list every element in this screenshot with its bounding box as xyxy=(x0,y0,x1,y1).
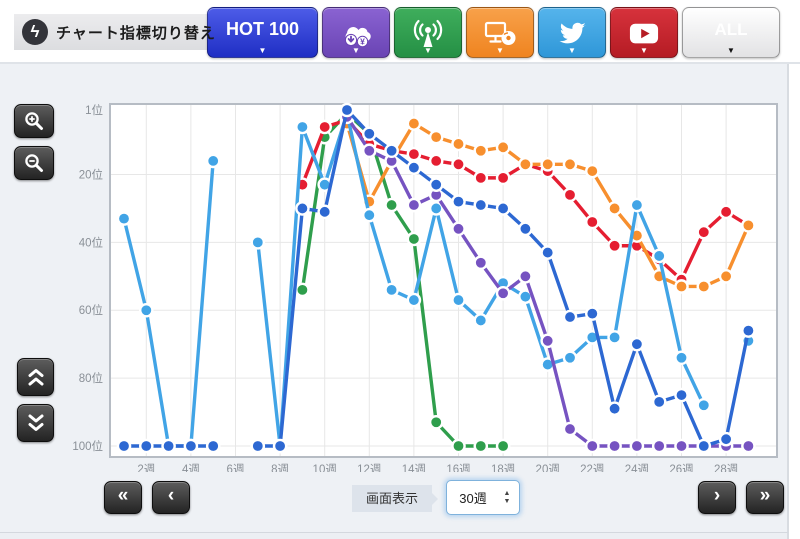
svg-text:100位: 100位 xyxy=(72,439,103,453)
svg-text:20週: 20週 xyxy=(536,463,561,472)
hot100-label: HOT 100 xyxy=(225,19,300,39)
chevron-down-icon: ▼ xyxy=(496,46,504,55)
svg-text:1位: 1位 xyxy=(85,103,103,117)
svg-text:28週: 28週 xyxy=(714,463,739,472)
bottom-nav-bar: « ‹ 画面表示 30週 ▲ ▼ › » xyxy=(0,472,789,532)
chart-metric-switcher-label: ϟ チャート指標切り替え xyxy=(14,14,239,50)
svg-text:20位: 20位 xyxy=(79,167,103,181)
next-page-button[interactable]: › xyxy=(698,481,736,514)
weeks-select-value: 30週 xyxy=(459,491,487,506)
chart-section: 1位 20位 40位 60位 80位 100位 2週 4週 6週 8週 10週 12週 14週 16週 18… xyxy=(0,64,789,476)
radio-tower-icon xyxy=(395,18,461,50)
svg-text:22週: 22週 xyxy=(580,463,605,472)
twitter-bird-icon xyxy=(539,19,605,49)
svg-text:12週: 12週 xyxy=(357,463,382,472)
display-label: 画面表示 xyxy=(352,485,438,512)
zoom-out-button[interactable] xyxy=(14,146,54,180)
youtube-button[interactable]: ▼ xyxy=(610,7,678,58)
chevron-down-icon: ▼ xyxy=(258,46,267,55)
chevron-down-icon: ▼ xyxy=(568,46,576,55)
svg-text:16週: 16週 xyxy=(446,463,471,472)
radio-airplay-button[interactable]: ▼ xyxy=(394,7,462,58)
bolt-icon: ϟ xyxy=(22,19,48,45)
prev-page-button[interactable]: ‹ xyxy=(152,481,190,514)
svg-text:40位: 40位 xyxy=(79,235,103,249)
chevron-down-icon: ▼ xyxy=(424,46,432,55)
scroll-up-button[interactable] xyxy=(17,358,54,396)
scroll-down-button[interactable] xyxy=(17,404,54,442)
svg-text:80位: 80位 xyxy=(79,371,103,385)
zoom-in-button[interactable] xyxy=(14,104,54,138)
bottom-strip xyxy=(0,532,789,539)
cloud-download-icon: ¥ xyxy=(323,18,389,50)
svg-text:4週: 4週 xyxy=(182,463,200,472)
last-page-button[interactable]: » xyxy=(746,481,784,514)
youtube-play-icon xyxy=(611,19,677,49)
svg-text:2週: 2週 xyxy=(137,463,155,472)
pointer-triangle xyxy=(432,493,438,505)
svg-text:¥: ¥ xyxy=(360,36,365,46)
first-page-button[interactable]: « xyxy=(104,481,142,514)
all-button[interactable]: ALL ▼ xyxy=(682,7,780,58)
svg-text:6週: 6週 xyxy=(227,463,245,472)
svg-text:60位: 60位 xyxy=(79,303,103,317)
lookup-button[interactable]: ▼ xyxy=(466,7,534,58)
pc-cd-icon xyxy=(467,18,533,50)
double-chevron-up-icon xyxy=(28,369,43,386)
hot100-button[interactable]: HOT 100 ▼ xyxy=(207,7,318,58)
svg-text:14週: 14週 xyxy=(402,463,427,472)
stepper-icon: ▲ ▼ xyxy=(503,490,511,505)
rank-trend-chart[interactable]: 1位 20位 40位 60位 80位 100位 2週 4週 6週 8週 10週 12週 14週 16週 18… xyxy=(0,64,789,476)
weeks-select[interactable]: 30週 ▲ ▼ xyxy=(446,480,520,515)
switcher-text: チャート指標切り替え xyxy=(56,24,216,42)
svg-text:10週: 10週 xyxy=(313,463,338,472)
chevron-down-icon: ▼ xyxy=(727,46,735,55)
twitter-button[interactable]: ▼ xyxy=(538,7,606,58)
svg-text:18週: 18週 xyxy=(491,463,516,472)
top-bar: ϟ チャート指標切り替え HOT 100 ▼ ¥ ▼ xyxy=(0,0,800,64)
double-chevron-down-icon xyxy=(28,414,43,431)
chevron-down-icon: ▼ xyxy=(352,46,360,55)
sales-download-button[interactable]: ¥ ▼ xyxy=(322,7,390,58)
svg-text:26週: 26週 xyxy=(669,463,694,472)
chevron-down-icon: ▼ xyxy=(640,46,648,55)
svg-text:24週: 24週 xyxy=(625,463,650,472)
all-label: ALL xyxy=(714,19,748,39)
zoom-out-icon xyxy=(25,154,43,172)
zoom-in-icon xyxy=(25,112,43,130)
svg-text:8週: 8週 xyxy=(271,463,289,472)
